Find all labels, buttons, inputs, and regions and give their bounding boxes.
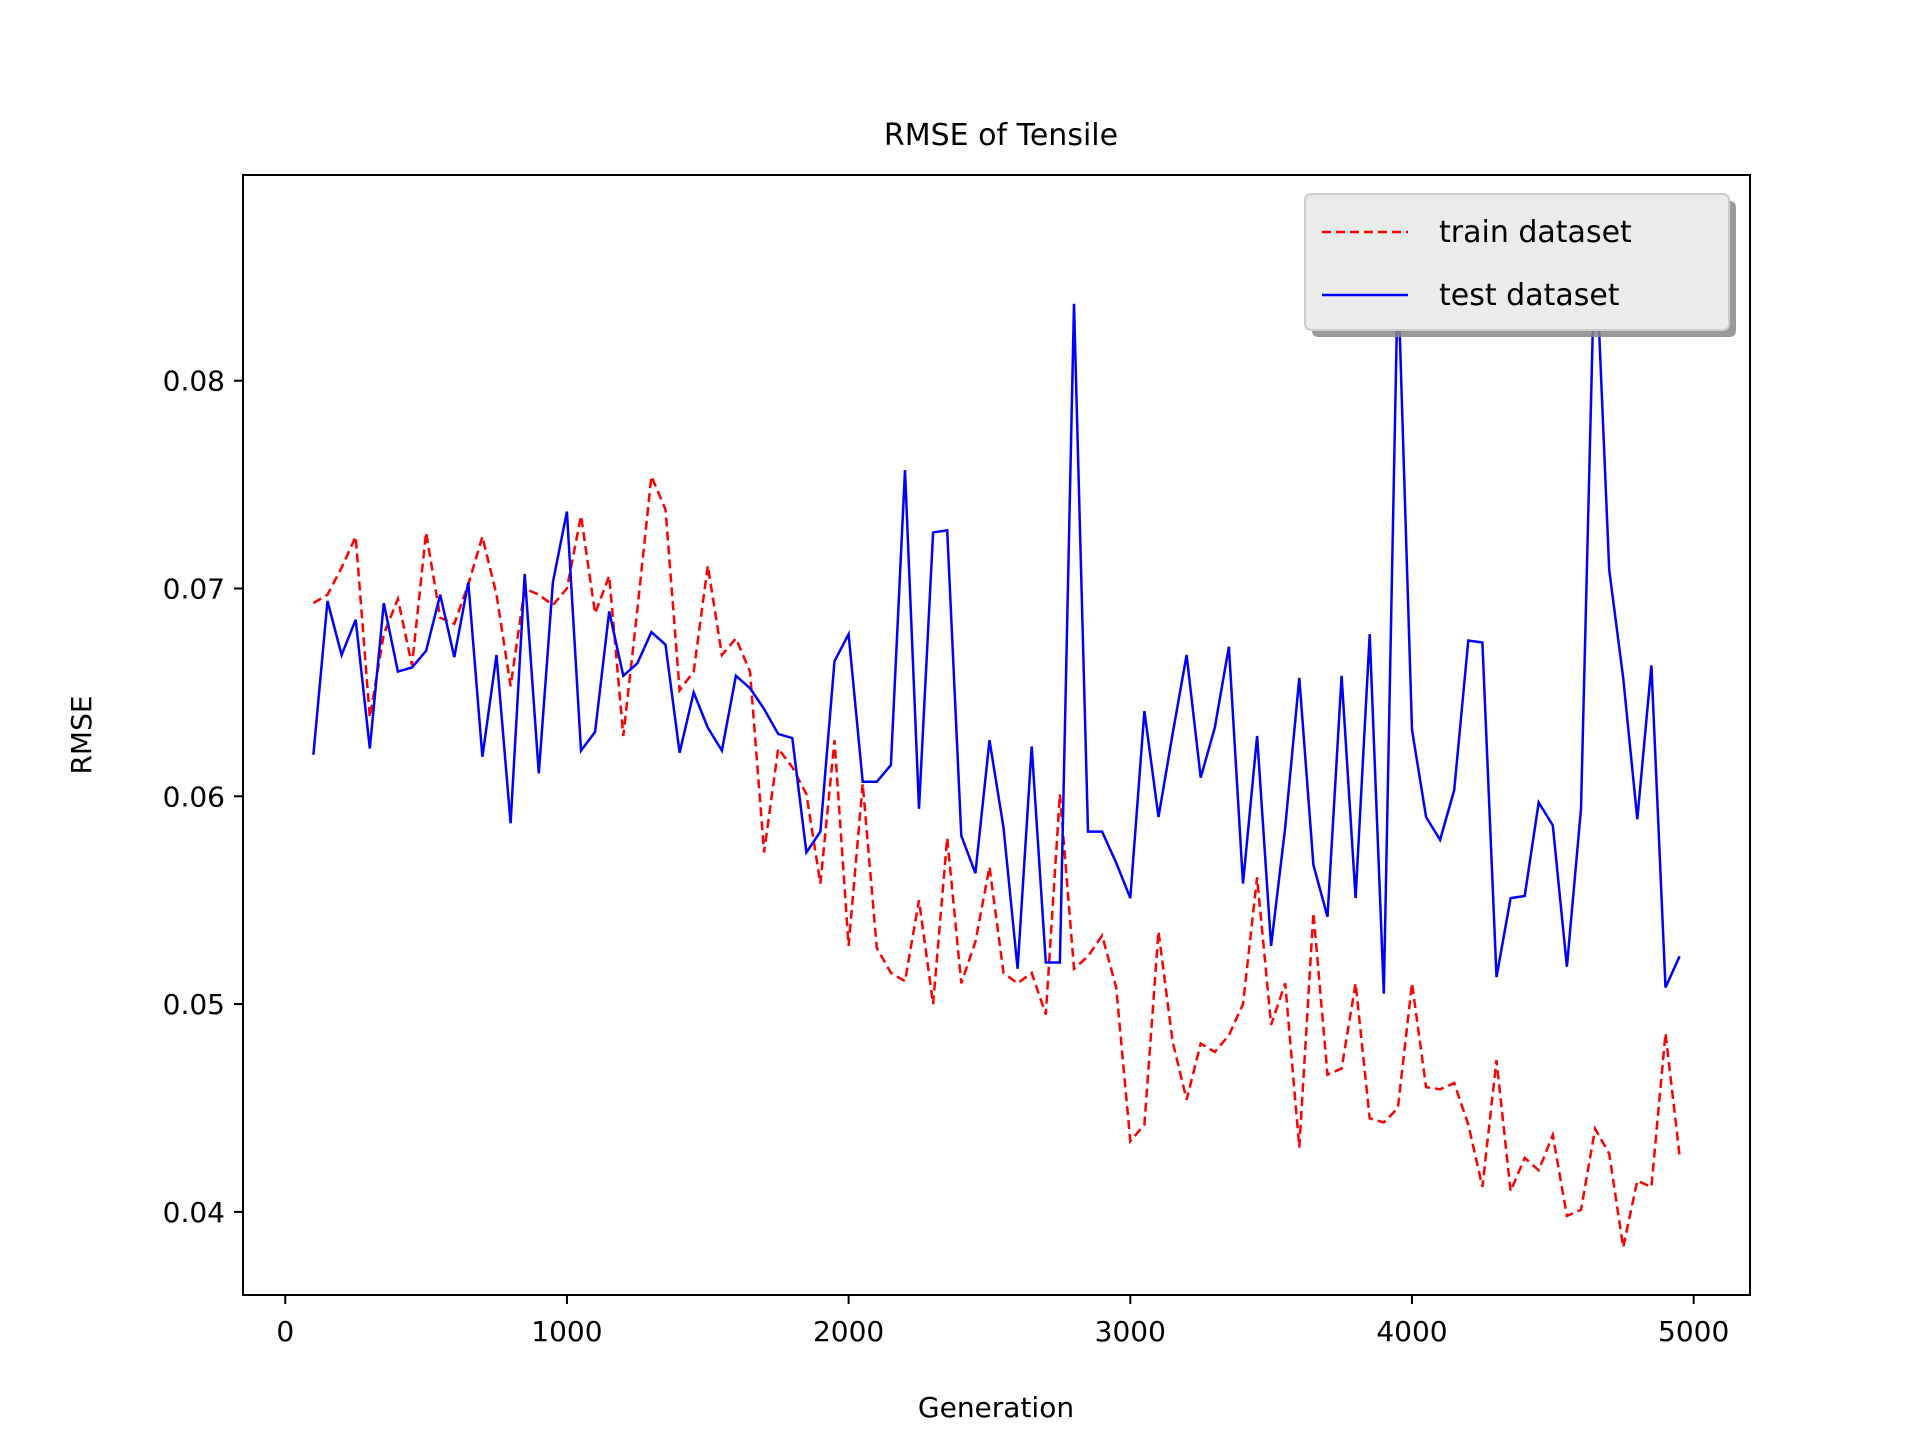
x-tick-label: 2000 xyxy=(813,1315,884,1348)
y-tick-label: 0.08 xyxy=(163,365,225,398)
x-axis: 0 1000 2000 3000 4000 5000 xyxy=(276,1295,1729,1348)
x-tick-label: 3000 xyxy=(1095,1315,1166,1348)
legend: train dataset test dataset xyxy=(1304,193,1736,337)
x-tick-label: 5000 xyxy=(1658,1315,1729,1348)
y-tick-label: 0.05 xyxy=(163,988,225,1021)
plot-area xyxy=(242,174,1751,1296)
series-layer xyxy=(312,235,1681,1248)
x-tick-label: 4000 xyxy=(1376,1315,1447,1348)
test-series-line xyxy=(312,235,1681,994)
y-tick-label: 0.06 xyxy=(163,780,225,813)
y-axis: 0.04 0.05 0.06 0.07 0.08 xyxy=(163,365,243,1229)
x-tick-label: 1000 xyxy=(531,1315,602,1348)
y-tick-label: 0.04 xyxy=(163,1196,225,1229)
train-series-line xyxy=(312,471,1681,1248)
y-axis-label: RMSE xyxy=(65,695,98,774)
y-tick-label: 0.07 xyxy=(163,573,225,606)
legend-box xyxy=(1304,193,1730,331)
legend-test-label: test dataset xyxy=(1439,278,1620,313)
plot-frame xyxy=(242,174,1751,1296)
x-tick-label: 0 xyxy=(276,1315,294,1348)
legend-train-label: train dataset xyxy=(1439,215,1632,250)
chart-title: RMSE of Tensile xyxy=(884,118,1118,153)
x-axis-label: Generation xyxy=(918,1391,1074,1424)
